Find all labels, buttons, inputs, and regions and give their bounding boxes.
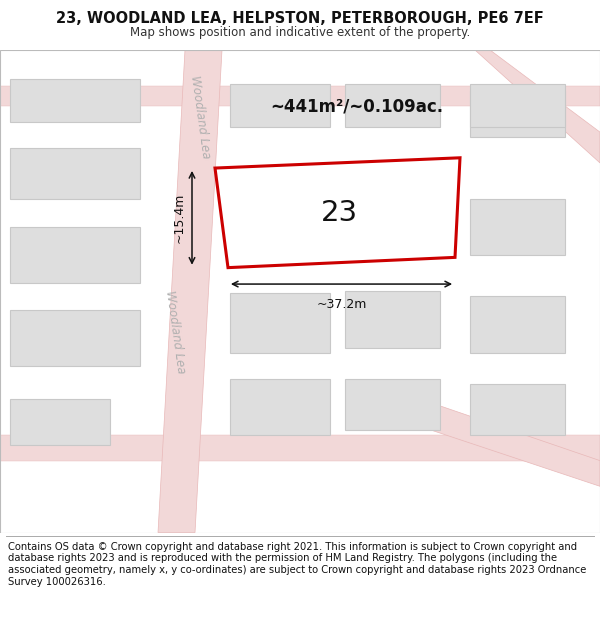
Text: Woodland Lea: Woodland Lea — [188, 74, 212, 159]
Bar — [470, 84, 565, 127]
Text: Woodland Lea: Woodland Lea — [163, 290, 187, 375]
Bar — [10, 148, 140, 199]
Text: ~37.2m: ~37.2m — [316, 298, 367, 311]
Bar — [470, 296, 565, 353]
Polygon shape — [0, 435, 600, 461]
Bar — [235, 173, 330, 240]
Bar — [10, 310, 140, 366]
Bar — [470, 199, 565, 256]
Text: Map shows position and indicative extent of the property.: Map shows position and indicative extent… — [130, 26, 470, 39]
Bar — [230, 293, 330, 353]
Text: 23, WOODLAND LEA, HELPSTON, PETERBOROUGH, PE6 7EF: 23, WOODLAND LEA, HELPSTON, PETERBOROUGH… — [56, 11, 544, 26]
Bar — [345, 379, 440, 430]
Polygon shape — [475, 50, 600, 163]
Bar — [230, 84, 330, 127]
Text: 23: 23 — [321, 199, 358, 227]
Polygon shape — [158, 50, 222, 532]
Bar — [10, 399, 110, 445]
Polygon shape — [0, 86, 600, 106]
Text: ~15.4m: ~15.4m — [173, 192, 186, 243]
Bar — [10, 227, 140, 283]
Polygon shape — [215, 158, 460, 268]
Text: Contains OS data © Crown copyright and database right 2021. This information is : Contains OS data © Crown copyright and d… — [8, 542, 586, 586]
Bar — [230, 379, 330, 435]
Bar — [470, 91, 565, 138]
Polygon shape — [415, 399, 600, 486]
Bar — [470, 384, 565, 435]
Bar — [10, 79, 140, 122]
Bar — [345, 291, 440, 348]
Text: ~441m²/~0.109ac.: ~441m²/~0.109ac. — [270, 98, 443, 116]
Bar — [345, 84, 440, 127]
